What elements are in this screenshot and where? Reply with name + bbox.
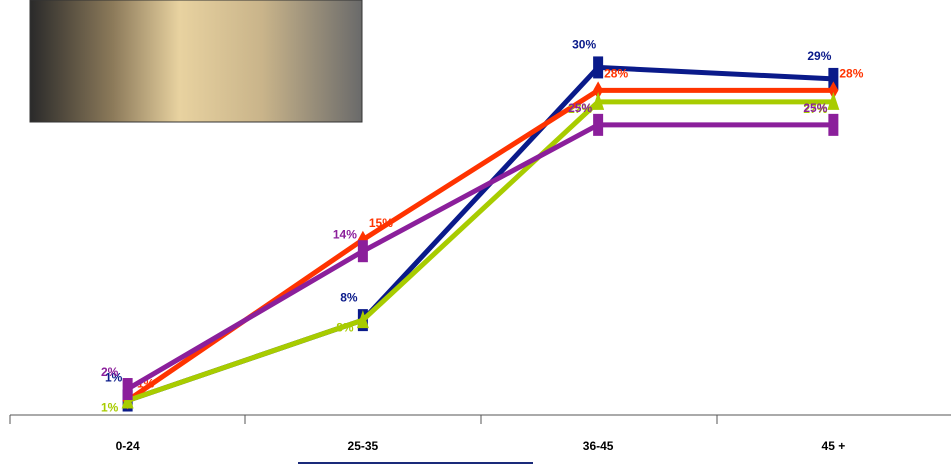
photo	[29, 0, 363, 123]
data-label: 28%	[604, 67, 628, 81]
marker	[827, 91, 840, 110]
series-line	[126, 87, 834, 403]
data-label: 25%	[803, 101, 827, 115]
series-line	[126, 99, 834, 403]
x-axis-ticks	[9, 415, 718, 424]
data-label: 14%	[333, 227, 357, 241]
data-label: 27%	[803, 102, 827, 116]
data-label: 8%	[336, 320, 354, 334]
marker	[122, 378, 133, 401]
x-tick-label: 25-35	[348, 439, 379, 453]
data-label: 15%	[369, 216, 393, 230]
data-label: 25%	[568, 101, 592, 115]
marker	[356, 310, 369, 329]
marker	[593, 56, 604, 79]
x-tick-label: 0-24	[116, 439, 140, 453]
marker	[828, 113, 839, 136]
marker	[593, 81, 604, 100]
series-line	[126, 122, 834, 392]
marker	[357, 240, 368, 263]
data-label: 8%	[340, 290, 358, 304]
data-label: 2%	[101, 365, 119, 379]
data-label: 1%	[101, 401, 119, 415]
x-tick-label: 45 +	[822, 439, 846, 453]
data-label: 29%	[807, 49, 831, 63]
marker	[828, 67, 839, 90]
marker	[593, 113, 604, 136]
data-label: 28%	[839, 67, 863, 81]
data-label: 30%	[572, 38, 596, 52]
marker	[828, 81, 839, 100]
data-label: 27%	[568, 102, 592, 116]
x-tick-label: 36-45	[583, 439, 614, 453]
marker	[592, 91, 605, 110]
data-label: 1%	[105, 371, 123, 385]
